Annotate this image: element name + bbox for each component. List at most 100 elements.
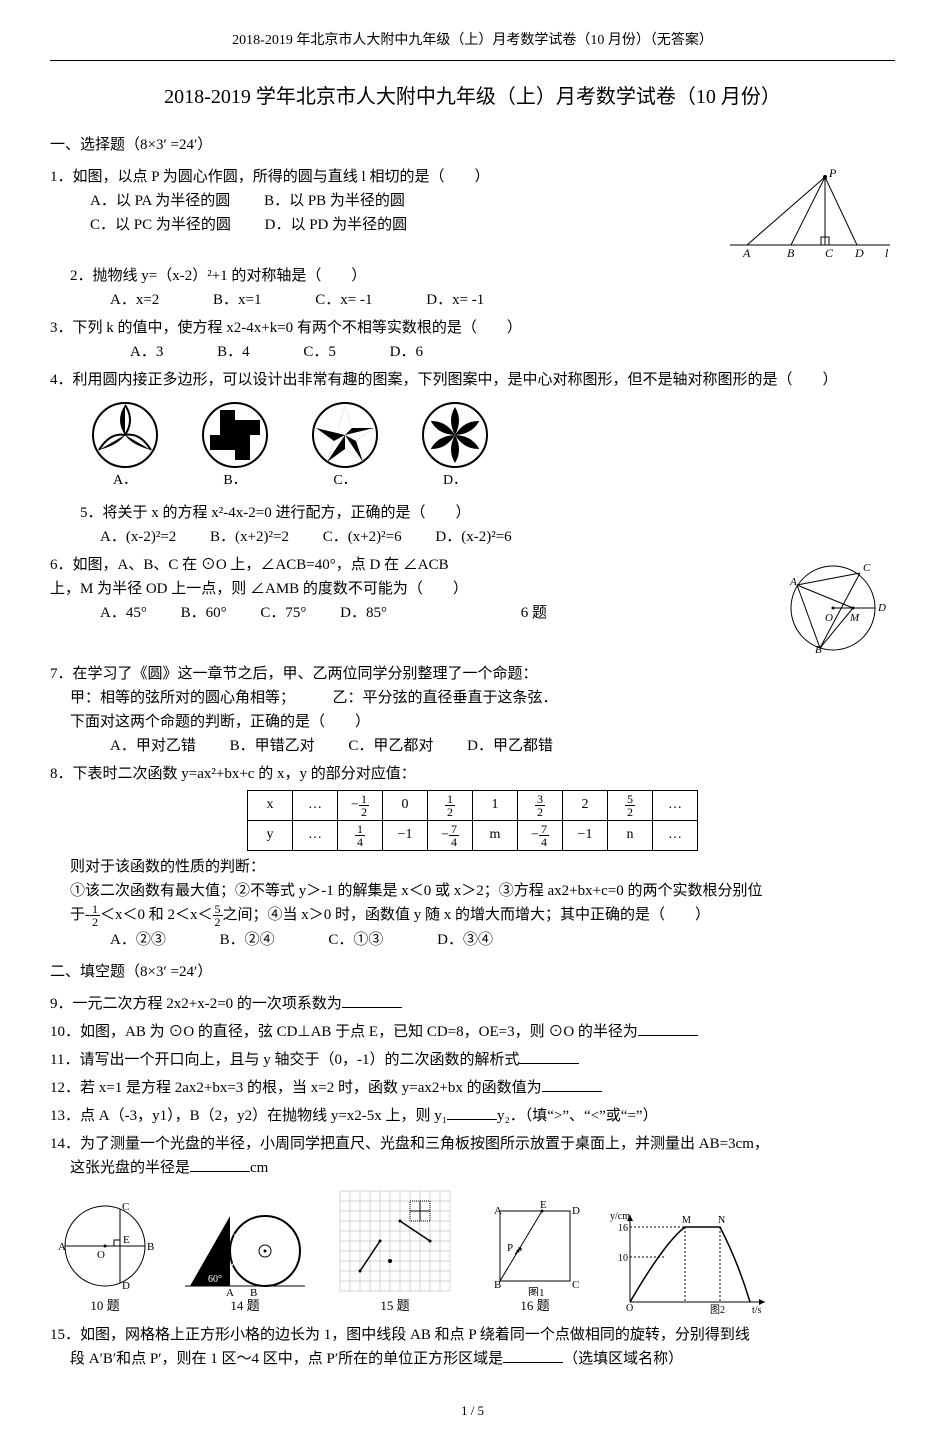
- page-title: 2018-2019 学年北京市人大附中九年级（上）月考数学试卷（10 月份）: [50, 81, 895, 113]
- q6-opt-a: A．45°: [100, 601, 147, 625]
- q7-options: A．甲对乙错 B．甲错乙对 C．甲乙都对 D．甲乙都错: [110, 734, 895, 758]
- svg-text:60°: 60°: [208, 1274, 222, 1285]
- fig-10: A B C D O E 10 题: [50, 1196, 160, 1317]
- q4-figures: A． B． C．: [90, 400, 895, 492]
- header-rule: [50, 60, 895, 61]
- svg-text:E: E: [540, 1199, 547, 1211]
- q4-fig-c: C．: [310, 400, 380, 492]
- q6-opt-b: B．60°: [181, 601, 227, 625]
- figure-row: A B C D O E 10 题 60° A B 14 题: [50, 1186, 895, 1317]
- q8-opt-d: D．③④: [437, 928, 493, 952]
- q7-opt-b: B．甲错乙对: [230, 734, 315, 758]
- page-footer: 1 / 5: [50, 1401, 895, 1422]
- q3-opt-c: C．5: [303, 340, 336, 364]
- question-13: 13．点 A（-3，y1），B（2，y2）在抛物线 y=x2-5x 上，则 y₁…: [50, 1104, 895, 1128]
- svg-text:O: O: [97, 1249, 105, 1261]
- q2-opt-b: B．x=1: [213, 288, 261, 312]
- svg-text:A: A: [742, 246, 751, 260]
- q6-text1: 6．如图，A、B、C 在 ⊙O 上，∠ACB=40°，点 D 在 ∠ACB: [50, 553, 895, 577]
- svg-text:l: l: [885, 246, 889, 260]
- q2-options: A．x=2 B．x=1 C．x= -1 D．x= -1: [110, 288, 895, 312]
- question-3: 3．下列 k 的值中，使方程 x2-4x+k=0 有两个不相等实数根的是（ ） …: [50, 316, 895, 364]
- q5-opt-d: D．(x-2)²=6: [435, 525, 511, 549]
- q7-text1: 7．在学习了《圆》这一章节之后，甲、乙两位同学分别整理了一个命题：: [50, 662, 895, 686]
- q8-text: 8．下表时二次函数 y=ax²+bx+c 的 x，y 的部分对应值：: [50, 762, 895, 786]
- blank: [519, 1048, 579, 1064]
- blank: [342, 992, 402, 1008]
- q1-opt-c: C．以 PC 为半径的圆: [90, 213, 231, 237]
- blank: [447, 1104, 497, 1120]
- q1-opt-d: D．以 PD 为半径的圆: [265, 213, 408, 237]
- question-15: 15．如图，网格格上正方形小格的边长为 1，图中线段 AB 和点 P 绕着同一个…: [50, 1323, 895, 1371]
- q1-opt-a: A．以 PA 为半径的圆: [90, 189, 230, 213]
- question-14: 14．为了测量一个光盘的半径，小周同学把直尺、光盘和三角板按图所示放置于桌面上，…: [50, 1132, 895, 1180]
- q4-fig-a: A．: [90, 400, 160, 492]
- question-9: 9．一元二次方程 2x2+x-2=0 的一次项系数为: [50, 992, 895, 1016]
- blank: [542, 1076, 602, 1092]
- q6-opt-c: C．75°: [260, 601, 306, 625]
- svg-text:A: A: [494, 1205, 502, 1217]
- svg-text:A: A: [226, 1287, 234, 1296]
- q8-opt-b: B．②④: [220, 928, 275, 952]
- fig-16: A D B C E P 图1 16 题: [480, 1196, 590, 1317]
- question-12: 12．若 x=1 是方程 2ax2+bx=3 的根，当 x=2 时，函数 y=a…: [50, 1076, 895, 1100]
- svg-text:A: A: [58, 1241, 66, 1253]
- svg-text:O: O: [825, 612, 833, 624]
- q8-options: A．②③ B．②④ C．①③ D．③④: [110, 928, 895, 952]
- q5-opt-a: A．(x-2)²=2: [100, 525, 176, 549]
- q3-opt-b: B．4: [217, 340, 250, 364]
- svg-text:A: A: [789, 576, 797, 588]
- svg-text:M: M: [849, 612, 860, 624]
- question-7: 7．在学习了《圆》这一章节之后，甲、乙两位同学分别整理了一个命题： 甲：相等的弦…: [50, 662, 895, 758]
- q5-text: 5．将关于 x 的方程 x²-4x-2=0 进行配方，正确的是（ ）: [80, 501, 895, 525]
- question-10: 10．如图，AB 为 ⊙O 的直径，弦 CD⊥AB 于点 E，已知 CD=8，O…: [50, 1020, 895, 1044]
- q4-fig-d: D．: [420, 400, 490, 492]
- q2-opt-d: D．x= -1: [426, 288, 484, 312]
- q3-opt-a: A．3: [130, 340, 163, 364]
- section-2-heading: 二、填空题（8×3′ =24′）: [50, 960, 895, 984]
- svg-text:t/s: t/s: [752, 1305, 762, 1316]
- q2-opt-c: C．x= -1: [315, 288, 372, 312]
- table-row: y… 14 −1 −74 m −74 −1 n …: [248, 820, 698, 850]
- svg-text:B: B: [787, 246, 795, 260]
- q5-options: A．(x-2)²=2 B．(x+2)²=2 C．(x+2)²=6 D．(x-2)…: [100, 525, 895, 549]
- svg-text:C: C: [122, 1201, 129, 1213]
- question-11: 11．请写出一个开口向上，且与 y 轴交于（0，-1）的二次函数的解析式: [50, 1048, 895, 1072]
- svg-text:O: O: [626, 1303, 633, 1314]
- svg-text:E: E: [123, 1234, 130, 1246]
- q3-options: A．3 B．4 C．5 D．6: [130, 340, 895, 364]
- svg-text:M: M: [682, 1215, 691, 1226]
- q3-opt-d: D．6: [390, 340, 423, 364]
- fig-15: 15 题: [330, 1186, 460, 1317]
- svg-text:16: 16: [618, 1223, 628, 1234]
- svg-text:D: D: [877, 602, 886, 614]
- q4-fig-b: B．: [200, 400, 270, 492]
- question-8: 8．下表时二次函数 y=ax²+bx+c 的 x，y 的部分对应值： x… −1…: [50, 762, 895, 952]
- q6-caption: 6 题: [521, 601, 547, 625]
- svg-text:B: B: [147, 1241, 154, 1253]
- q7-text3: 下面对这两个命题的判断，正确的是（ ）: [70, 710, 895, 734]
- q3-text: 3．下列 k 的值中，使方程 x2-4x+k=0 有两个不相等实数根的是（ ）: [50, 316, 895, 340]
- q1-figure: l A B C D P: [725, 165, 895, 260]
- q2-opt-a: A．x=2: [110, 288, 159, 312]
- q7-opt-d: D．甲乙都错: [467, 734, 553, 758]
- q6-figure: O A B C D M: [775, 553, 895, 658]
- q8-desc2: ①该二次函数有最大值；②不等式 y＞-1 的解集是 x＜0 或 x＞2；③方程 …: [70, 879, 895, 903]
- section-1-heading: 一、选择题（8×3′ =24′）: [50, 133, 895, 157]
- question-6: O A B C D M 6．如图，A、B、C 在 ⊙O 上，∠ACB=40°，点…: [50, 553, 895, 658]
- svg-text:图1: 图1: [528, 1286, 545, 1296]
- q6-opt-d: D．85°: [340, 601, 387, 625]
- blank: [503, 1347, 563, 1363]
- q8-table: x… −12 0 12 1 32 2 52 … y… 14 −1 −74 m −…: [247, 790, 698, 851]
- q2-text: 2．抛物线 y=（x-2）²+1 的对称轴是（ ）: [70, 264, 895, 288]
- q8-desc3: 于-12＜x＜0 和 2＜x＜52之间；④当 x＞0 时，函数值 y 随 x 的…: [70, 903, 895, 928]
- svg-text:D: D: [122, 1280, 130, 1292]
- question-2: 2．抛物线 y=（x-2）²+1 的对称轴是（ ） A．x=2 B．x=1 C．…: [50, 264, 895, 312]
- svg-text:C: C: [825, 246, 834, 260]
- question-1: l A B C D P 1．如图，以点 P 为圆心作圆，所得的圆与直线 l 相切…: [50, 165, 895, 260]
- q8-opt-c: C．①③: [328, 928, 383, 952]
- blank: [190, 1156, 250, 1172]
- running-header: 2018-2019 年北京市人大附中九年级（上）月考数学试卷（10 月份）（无答…: [50, 30, 895, 52]
- svg-text:图2: 图2: [710, 1304, 725, 1316]
- svg-text:y/cm: y/cm: [610, 1211, 630, 1222]
